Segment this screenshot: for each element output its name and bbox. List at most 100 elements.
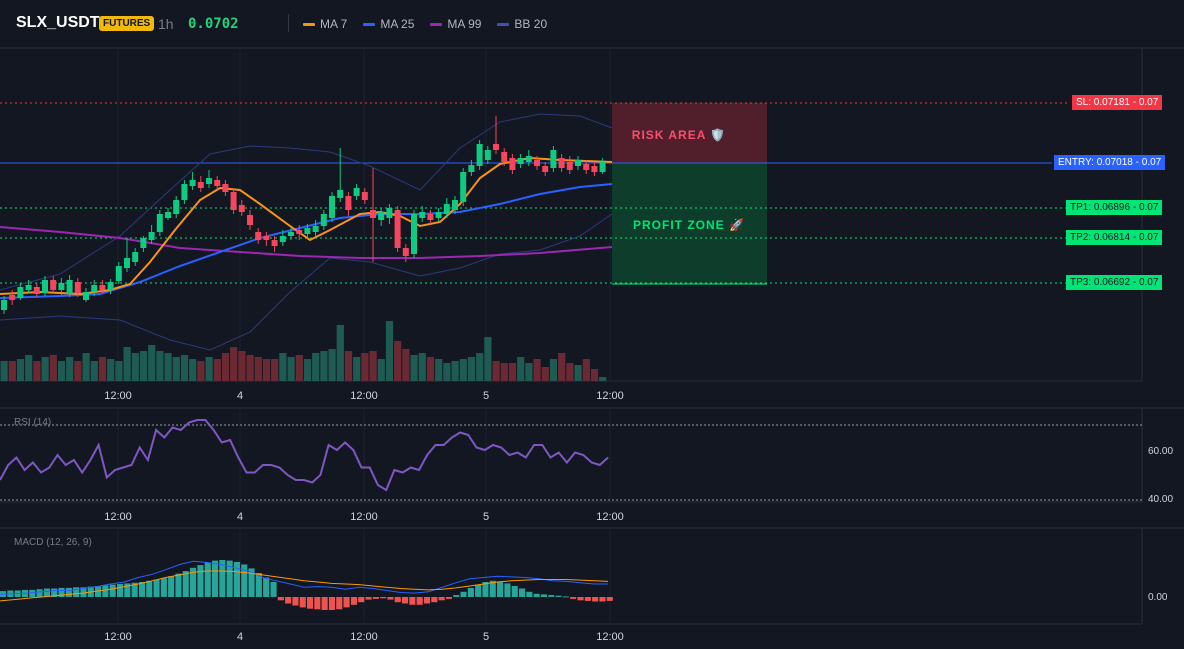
macd-hist-bar (248, 568, 255, 597)
candle (583, 160, 590, 174)
volume-bar (508, 363, 517, 381)
volume-bar (16, 359, 25, 381)
volume-bar (279, 353, 287, 381)
volume-bar (271, 359, 279, 381)
symbol-name[interactable]: SLX_USDT (16, 14, 100, 31)
volume-bar (410, 355, 418, 381)
macd-hist-bar (416, 597, 423, 605)
candle (484, 146, 491, 164)
volume-bar (582, 359, 590, 381)
time-tick-label: 12:00 (104, 511, 132, 523)
candle (173, 196, 180, 218)
volume-bar (303, 359, 312, 381)
macd-hist-bar (153, 579, 160, 598)
candle (1, 296, 7, 314)
volume-bar (394, 341, 402, 381)
macd-hist-bar (233, 561, 240, 597)
volume-bar (574, 365, 582, 381)
macd-hist-bar (350, 597, 357, 605)
macd-hist-bar (489, 580, 496, 598)
volume-bar (8, 361, 16, 381)
volume-bar (254, 357, 262, 381)
candle (443, 198, 450, 218)
interval-label[interactable]: 1h (158, 16, 174, 32)
volume-bar (41, 357, 49, 381)
ma7-swatch (303, 22, 315, 26)
volume-bar (66, 357, 74, 381)
macd-hist-bar (475, 584, 482, 597)
volume-bar (377, 359, 385, 381)
volume-bar (295, 355, 303, 381)
macd-hist-bar (343, 597, 350, 608)
macd-hist-bar (80, 587, 87, 598)
candle (435, 208, 442, 222)
time-tick-label: 12:00 (104, 390, 132, 402)
candle (296, 225, 303, 240)
sl-tag-label: SL: 0.07181 (1076, 97, 1130, 108)
chart-header: SLX_USDT FUTURES 1h 0.0702 MA 7 MA 25 MA… (0, 0, 1184, 48)
macd-hist-bar (73, 587, 80, 598)
macd-signal-line (0, 570, 609, 602)
legend-ma25[interactable]: MA 25 (363, 17, 414, 31)
volume-bar (262, 359, 271, 381)
macd-hist-bar (387, 597, 394, 600)
macd-hist-bar (577, 597, 584, 601)
macd-hist-bar (197, 565, 204, 597)
macd-hist-bar (270, 582, 277, 597)
volume-bar (148, 345, 156, 381)
ma99-line (0, 226, 613, 259)
legend-ma7[interactable]: MA 7 (303, 17, 347, 31)
tp1-tag: TP1: 0.06896 - 0.07 (1066, 200, 1163, 215)
macd-hist-bar (219, 560, 226, 598)
volume-bar (353, 357, 361, 381)
volume-bar (205, 357, 213, 381)
macd-hist-bar (438, 597, 445, 601)
macd-hist-bar (372, 597, 379, 599)
candle (206, 170, 212, 188)
macd-hist-bar (409, 597, 416, 605)
macd-hist-bar (504, 583, 511, 598)
time-tick-label: 12:00 (350, 511, 378, 523)
candle (345, 192, 352, 216)
macd-tick-0: 0.00 (1148, 592, 1168, 603)
entry-tag-value: 0.07 (1141, 157, 1162, 168)
time-tick-label: 5 (483, 511, 489, 523)
candle (279, 230, 286, 246)
volume-bar (33, 361, 41, 381)
macd-hist-bar (445, 597, 452, 599)
volume-bar (525, 363, 533, 381)
volume-bar (344, 351, 353, 381)
macd-hist-bar (336, 597, 343, 610)
entry-tag: ENTRY: 0.07018 - 0.07 (1054, 155, 1166, 170)
volume-bar (312, 353, 320, 381)
candle (42, 276, 48, 296)
macd-hist-bar (131, 582, 138, 597)
volume-bar (566, 363, 574, 381)
macd-hist-bar (562, 596, 569, 598)
legend-ma99[interactable]: MA 99 (430, 17, 481, 31)
macd-hist-bar (226, 560, 233, 597)
macd-hist-bar (511, 586, 518, 597)
macd-hist-bar (584, 597, 591, 601)
candle (107, 279, 114, 294)
macd-hist-bar (519, 588, 526, 597)
macd-hist-bar (36, 589, 43, 597)
candle (493, 116, 499, 154)
volume-bar (385, 321, 394, 381)
volume-bar (213, 359, 221, 381)
candle (156, 210, 163, 236)
macd-hist-bar (606, 597, 613, 601)
macd-hist-bar (365, 597, 372, 600)
volume-bar (156, 351, 164, 381)
time-tick-label: 12:00 (596, 511, 624, 523)
macd-hist-bar (592, 597, 599, 602)
macd-hist-bar (138, 582, 145, 597)
legend-bb20[interactable]: BB 20 (497, 17, 547, 31)
macd-hist-bar (453, 595, 460, 597)
candle (140, 236, 147, 252)
volume-bar (402, 349, 410, 381)
macd-hist-bar (168, 576, 175, 597)
volume-bar (590, 369, 599, 381)
risk-area-label: RISK AREA 🛡️ (632, 128, 726, 142)
